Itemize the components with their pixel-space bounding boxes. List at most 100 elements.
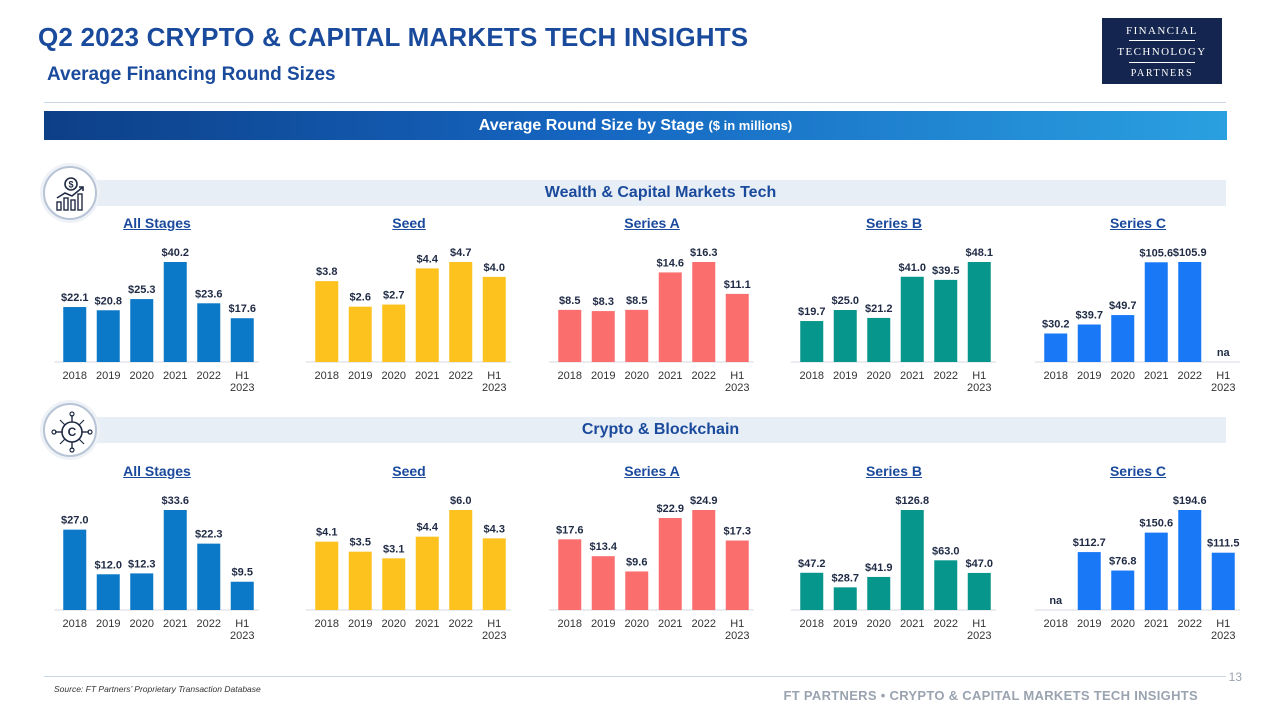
data-label: $12.3	[128, 558, 156, 570]
x-tick-label: 2019	[833, 618, 857, 630]
bar-2019	[1077, 552, 1101, 610]
x-tick-label: 2020	[382, 370, 406, 382]
section-header-wealth: Wealth & Capital Markets Tech	[95, 180, 1226, 206]
x-tick-label: 2022	[197, 618, 221, 630]
data-label: $8.5	[626, 295, 647, 307]
data-label: $33.6	[161, 495, 189, 507]
chart-wealth-series-a: Series A $8.5 2018 $8.3 2019 $8.5 2020 $14.6 20…	[549, 215, 755, 400]
bar-2018	[558, 309, 582, 362]
data-label: $23.6	[195, 288, 223, 300]
x-tick-label: 2022	[1178, 370, 1202, 382]
x-tick-label: 2021	[900, 618, 924, 630]
data-label: $25.0	[831, 295, 859, 307]
bar-2021	[1144, 532, 1168, 610]
bar-2019	[96, 310, 120, 362]
bar-2018	[558, 539, 582, 610]
bar-2021	[658, 518, 682, 610]
footer-tagline: FT PARTNERS • CRYPTO & CAPITAL MARKETS T…	[783, 688, 1198, 703]
chart-wealth-series-b: Series B $19.7 2018 $25.0 2019 $21.2 2020 $41.…	[791, 215, 997, 400]
data-label: $2.7	[383, 290, 404, 302]
data-label: $16.3	[690, 247, 718, 259]
bar-2022	[934, 560, 958, 610]
data-label: $112.7	[1073, 537, 1106, 549]
bar-2021	[415, 268, 439, 362]
x-tick-label: H1 2023	[725, 618, 749, 642]
x-tick-label: 2019	[1077, 618, 1101, 630]
bar-2022	[934, 279, 958, 362]
x-tick-label: 2021	[415, 370, 439, 382]
banner-unit: ($ in millions)	[708, 118, 793, 133]
x-tick-label: 2022	[449, 618, 473, 630]
bar-h1-2023	[725, 540, 749, 610]
x-tick-label: 2019	[348, 618, 372, 630]
chart-crypto-seed: Seed $4.1 2018 $3.5 2019 $3.1 2020 $4.4 2021 $6.…	[306, 463, 512, 648]
x-tick-label: 2020	[1111, 370, 1135, 382]
x-tick-label: H1 2023	[230, 618, 254, 642]
data-label: $4.4	[417, 253, 439, 265]
data-label: $2.6	[350, 292, 371, 304]
x-tick-label: 2019	[1077, 370, 1101, 382]
x-tick-label: 2020	[867, 618, 891, 630]
x-tick-label: 2021	[658, 370, 682, 382]
x-tick-label: 2021	[415, 618, 439, 630]
data-label: $13.4	[589, 541, 617, 553]
x-tick-label: 2018	[63, 370, 87, 382]
bar-2022	[1178, 262, 1202, 362]
chart-title: Series A	[624, 215, 680, 231]
x-tick-label: 2020	[382, 618, 406, 630]
x-tick-label: 2021	[163, 370, 187, 382]
logo-rule-bottom	[1129, 62, 1195, 63]
bar-2022	[692, 510, 716, 610]
data-label: $9.6	[626, 556, 647, 568]
chart-title: Series C	[1109, 463, 1167, 479]
data-label: $39.5	[932, 265, 960, 277]
x-tick-label: H1 2023	[482, 618, 506, 642]
x-tick-label: 2021	[1144, 618, 1168, 630]
x-tick-label: 2018	[63, 618, 87, 630]
bar-2019	[833, 310, 857, 362]
x-tick-label: 2018	[315, 370, 339, 382]
x-tick-label: H1 2023	[482, 370, 506, 394]
data-label: $111.5	[1207, 538, 1239, 550]
bar-2020	[1111, 570, 1135, 610]
footer-divider	[44, 676, 1226, 677]
data-label: $9.5	[232, 567, 253, 579]
bar-2021	[900, 276, 924, 362]
data-label: $4.0	[484, 262, 505, 274]
data-label: $24.9	[690, 495, 718, 507]
data-label: $41.0	[898, 262, 926, 274]
bar-2022	[197, 303, 221, 362]
chart-title: All Stages	[123, 463, 191, 479]
bar-2020	[130, 573, 154, 610]
data-label: $21.2	[865, 303, 893, 315]
svg-text:$: $	[68, 180, 73, 190]
data-label: $17.6	[228, 303, 256, 315]
data-label: $8.5	[559, 295, 580, 307]
bar-2021	[163, 262, 187, 362]
data-label: $48.1	[965, 247, 993, 259]
data-label: $25.3	[128, 284, 156, 296]
data-label: na	[1049, 595, 1063, 607]
section-header-crypto: Crypto & Blockchain	[95, 417, 1226, 443]
data-label: $3.8	[316, 266, 337, 278]
data-label: $11.1	[724, 279, 751, 291]
data-label: $22.3	[195, 529, 223, 541]
x-tick-label: 2022	[692, 370, 716, 382]
chart-title: All Stages	[123, 215, 191, 231]
x-tick-label: 2020	[1111, 618, 1135, 630]
data-label: $3.1	[383, 543, 404, 555]
bar-2019	[348, 551, 372, 610]
bar-2018	[63, 529, 87, 610]
chart-wealth-series-c: Series C $30.2 2018 $39.7 2019 $49.7 2020 $105…	[1035, 215, 1241, 400]
data-label: $19.7	[798, 306, 826, 318]
logo-line-1: FINANCIAL	[1126, 25, 1198, 37]
bar-2022	[197, 543, 221, 610]
bar-h1-2023	[967, 262, 991, 362]
x-tick-label: 2022	[692, 618, 716, 630]
bar-2018	[800, 572, 824, 610]
x-tick-label: 2018	[800, 370, 824, 382]
bar-2021	[658, 272, 682, 362]
data-label: $17.6	[556, 524, 584, 536]
x-tick-label: H1 2023	[967, 618, 991, 642]
bar-2019	[833, 587, 857, 610]
